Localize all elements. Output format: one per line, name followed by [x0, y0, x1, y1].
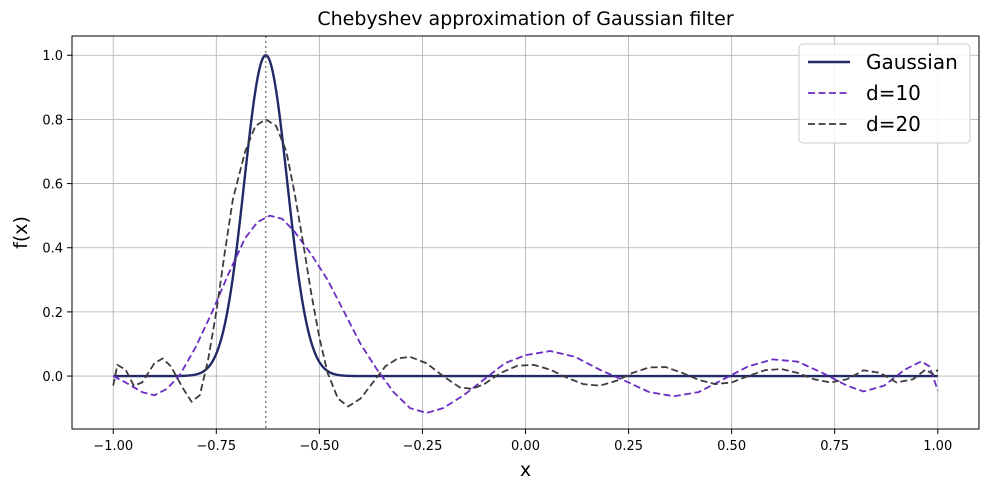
x-tick-label: −0.50 [299, 439, 339, 454]
x-tick-label: 0.75 [820, 439, 849, 454]
chart-title: Chebyshev approximation of Gaussian filt… [317, 8, 733, 30]
x-tick-label: −0.75 [196, 439, 236, 454]
y-tick-label: 0.8 [42, 113, 63, 128]
legend-label: Gaussian [866, 50, 958, 74]
series-line-d-10 [112, 214, 939, 414]
y-tick-label: 0.2 [42, 306, 63, 321]
y-tick-label: 1.0 [42, 49, 63, 64]
x-axis-title: x [520, 459, 531, 481]
x-tick-label: −1.00 [93, 439, 133, 454]
y-tick-label: 0.4 [42, 242, 63, 257]
y-tick-label: 0.0 [42, 370, 63, 385]
x-tick-label: 0.50 [717, 439, 746, 454]
y-axis-title: f(x) [10, 216, 32, 249]
x-tick-label: 0.00 [511, 439, 540, 454]
y-tick-label: 0.6 [42, 178, 63, 193]
x-tick-label: 0.25 [614, 439, 643, 454]
legend-label: d=10 [866, 81, 921, 105]
legend: Gaussian d=10 d=20 [798, 43, 971, 144]
series-line-d-20 [112, 118, 939, 408]
series-line-gaussian [113, 54, 938, 378]
x-tick-label: −0.25 [403, 439, 443, 454]
legend-label: d=20 [866, 112, 921, 136]
series-group [112, 54, 939, 414]
legend-box [798, 43, 971, 144]
x-tick-label: 1.00 [923, 439, 952, 454]
